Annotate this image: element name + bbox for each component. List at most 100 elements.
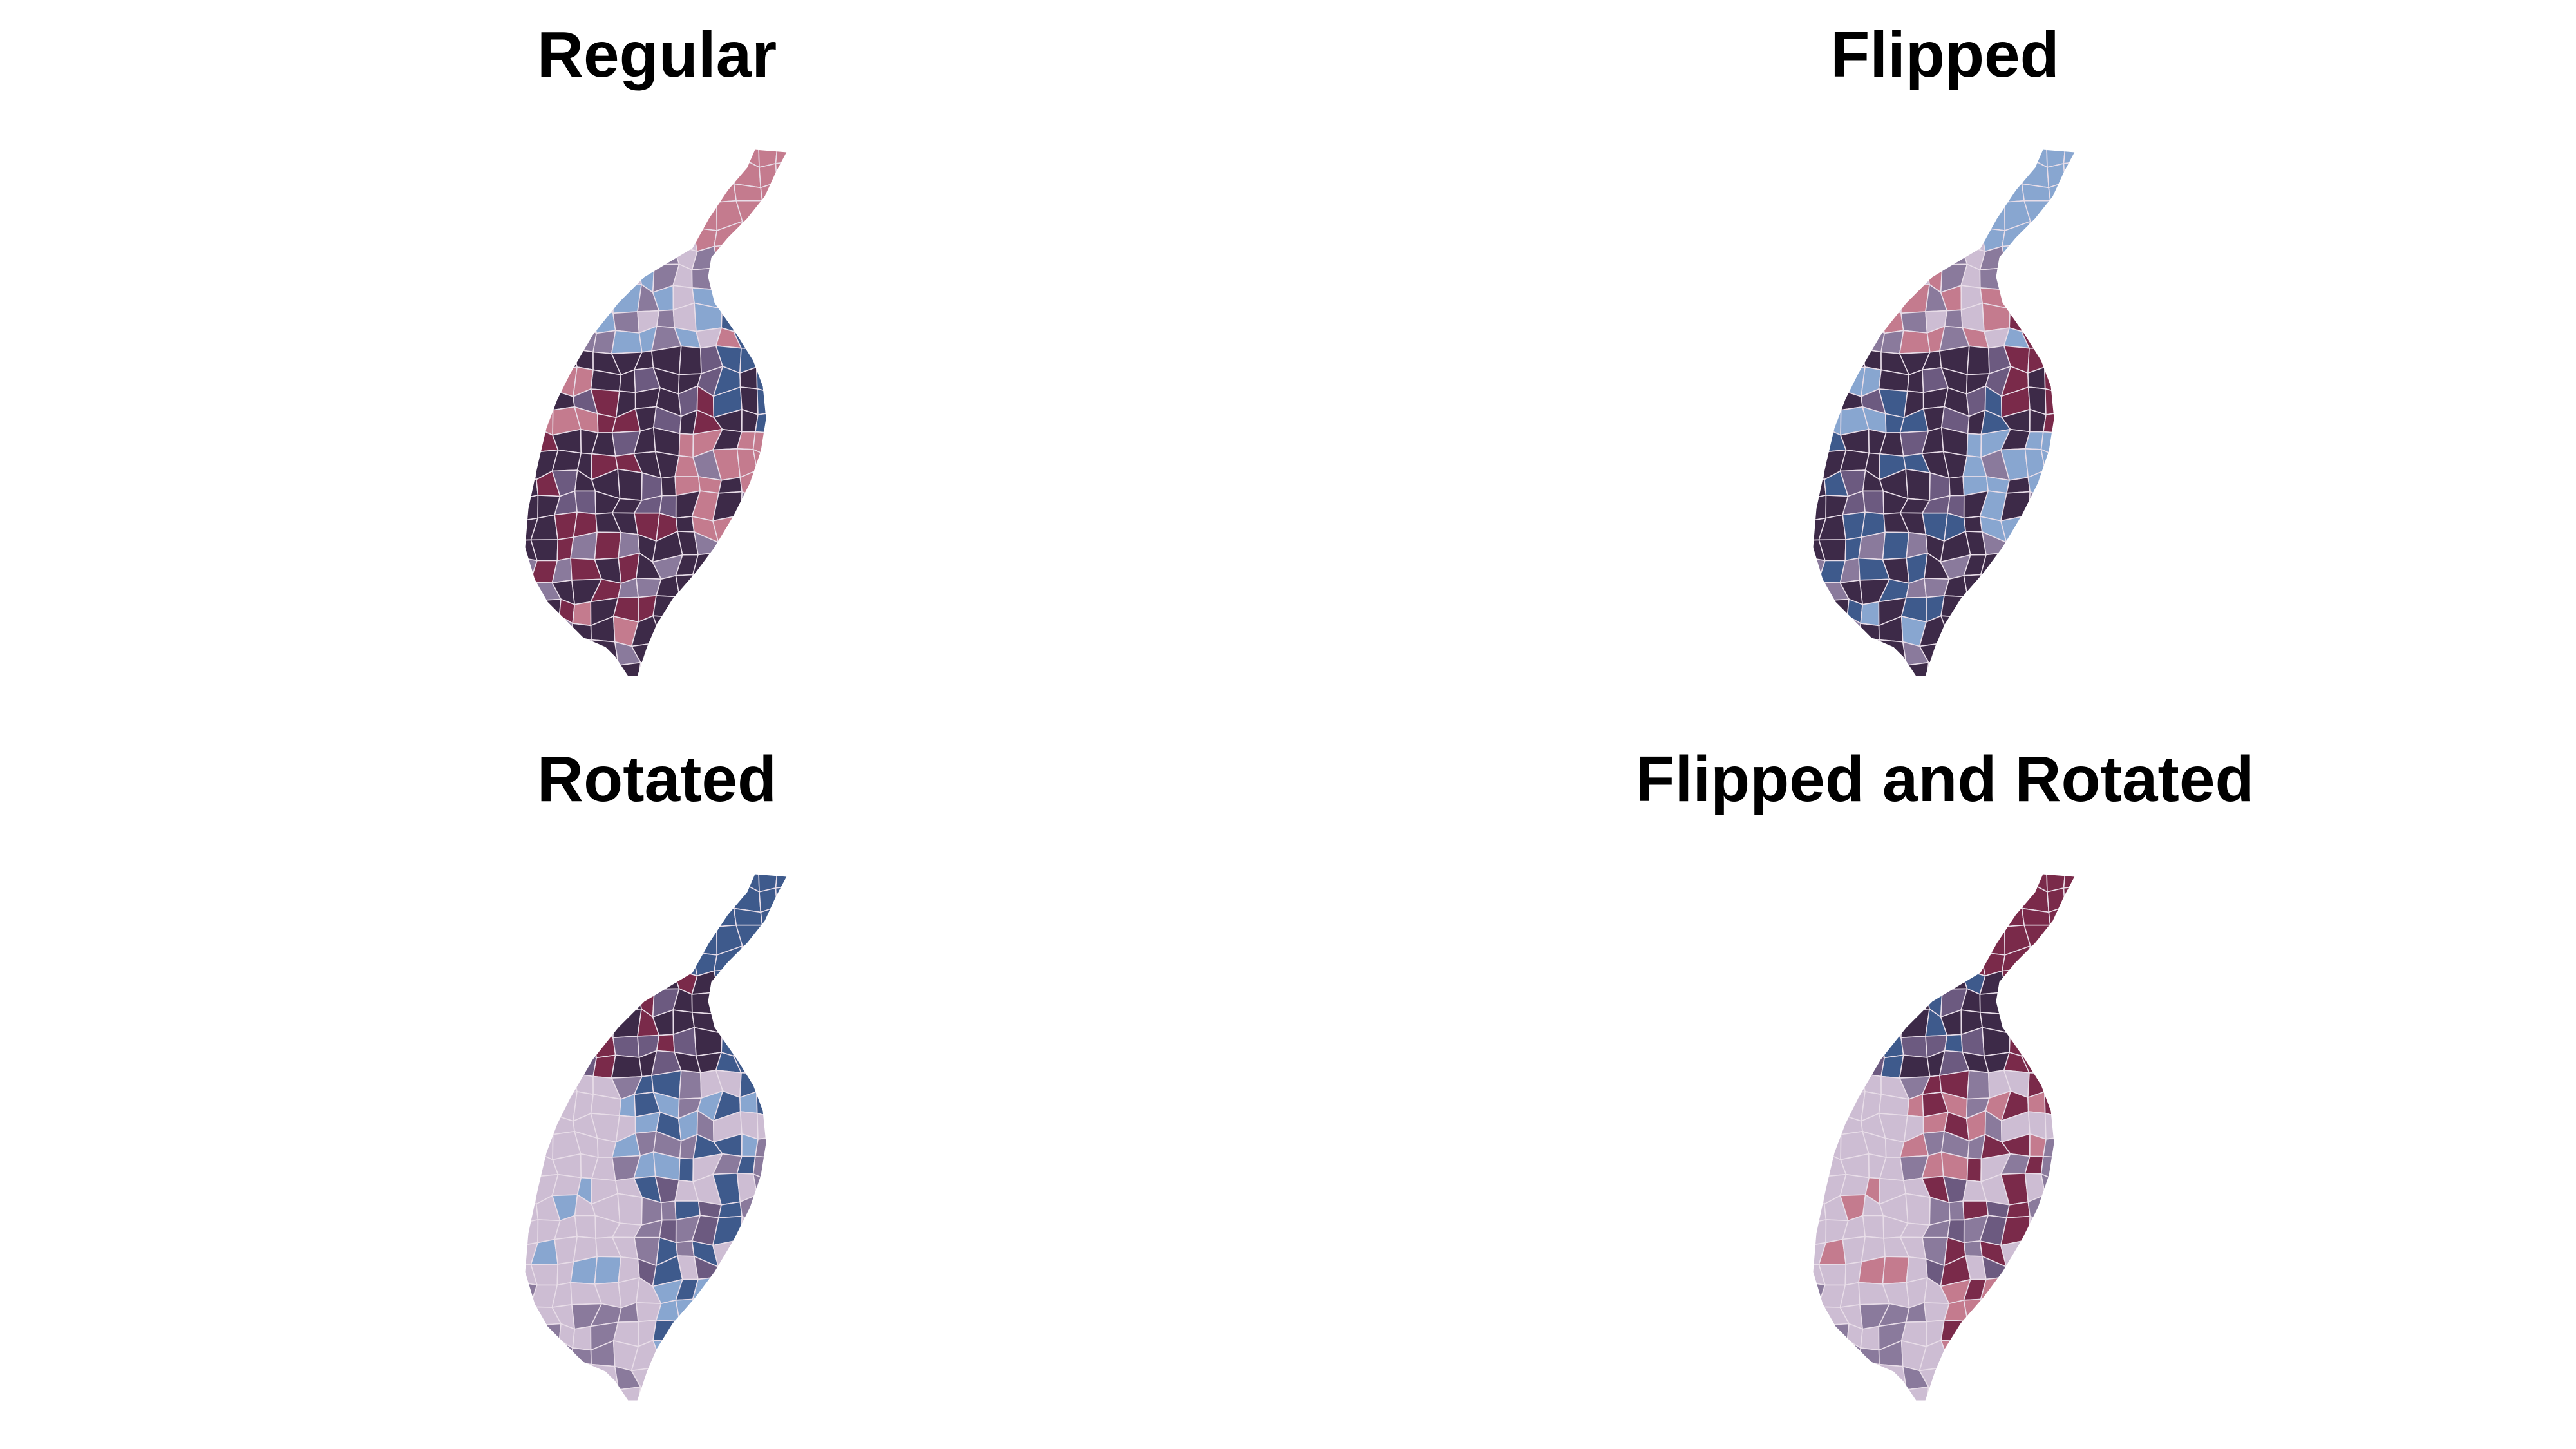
census-tract [1843,1016,1870,1037]
census-tract [1959,874,1986,887]
census-tract [1813,1300,1821,1329]
census-tract [1861,200,1889,229]
census-tract [614,239,639,267]
census-tract [1813,222,1829,243]
census-tract [652,874,674,894]
census-tract [755,200,782,231]
census-tract [692,1381,721,1401]
census-tract [1864,656,1887,676]
census-tract [1825,967,1850,995]
census-tract [1918,963,1943,992]
census-tract [737,240,759,268]
census-tract [611,160,641,189]
census-tract [2063,1109,2075,1139]
census-tract [2060,456,2075,480]
census-tract [652,638,683,665]
census-tract [534,344,557,372]
census-tract [2021,657,2052,676]
census-tract [677,1362,697,1390]
census-tract [693,157,721,187]
census-tract [2062,598,2075,625]
census-tract [532,281,557,313]
census-tract [529,635,558,668]
census-tract [1899,874,1929,891]
census-tract [2029,532,2052,560]
census-tract [555,291,582,313]
census-tract [529,615,560,638]
census-tract [2020,593,2044,618]
census-tract [1813,348,1826,370]
census-tract [2067,954,2075,971]
census-tract [2040,1048,2070,1075]
census-tract [755,1240,783,1267]
census-tract [755,516,783,542]
census-tract [1980,149,2012,165]
census-tract [1813,1133,1830,1159]
census-tract [774,1298,787,1330]
census-tract [594,886,617,914]
census-tract [1940,228,1967,250]
census-tract [525,1340,538,1370]
census-tract [772,1030,787,1059]
census-tract [610,1386,641,1401]
census-tract [553,1359,578,1393]
census-tract [2060,513,2075,542]
census-tract [777,1359,787,1387]
census-tract [2060,1030,2075,1059]
census-tract [652,952,679,974]
panel-regular: Regular [0,0,1288,724]
census-tract [1862,874,1890,892]
census-tract [2042,573,2065,601]
census-tract [1862,490,1884,515]
census-tract [531,598,562,620]
census-tract [692,657,721,676]
census-tract [617,1193,643,1226]
census-tract [2021,1381,2052,1401]
census-tract [558,874,578,892]
census-tract [531,149,561,167]
census-tract [1899,330,1931,354]
tract-group [525,874,787,1401]
census-tract [1900,283,1931,314]
census-tract [754,1298,777,1325]
census-tract [1813,448,1825,480]
census-tract [572,601,592,627]
census-tract [713,616,744,645]
census-tract [1899,884,1929,914]
panel-flipped-rotated: Flipped and Rotated [1288,724,2576,1449]
census-tract [1813,1361,1827,1391]
census-tract [1980,1366,2009,1390]
census-tract [2044,553,2072,575]
census-tract [1861,925,1889,953]
census-tract [1813,162,1826,187]
census-tract [1900,219,1927,243]
census-tract [537,967,562,995]
census-tract [756,306,782,332]
census-tract [1825,242,1850,270]
census-tract [1813,365,1827,392]
census-tract [574,874,602,892]
census-tract [2044,1194,2065,1225]
regular-map [524,149,788,677]
census-tract [772,469,787,498]
census-tract [632,922,661,954]
census-tract [2040,1340,2067,1369]
census-tract [2063,149,2075,164]
census-tract [756,469,777,500]
census-tract [525,1114,534,1143]
census-tract [2040,1173,2063,1196]
census-tract [535,903,560,935]
census-tract [555,1016,582,1037]
census-tract [1813,1030,1828,1059]
census-tract [2061,1157,2075,1184]
census-tract [1813,964,1828,995]
census-tract [525,1218,539,1247]
census-tract [573,925,601,953]
census-tract [2040,281,2067,310]
census-tract [1942,924,1969,954]
census-tract [1813,1089,1827,1117]
census-tract [1813,325,1828,354]
census-tract [775,384,787,414]
census-tract [692,149,724,165]
census-tract [1899,149,1929,166]
